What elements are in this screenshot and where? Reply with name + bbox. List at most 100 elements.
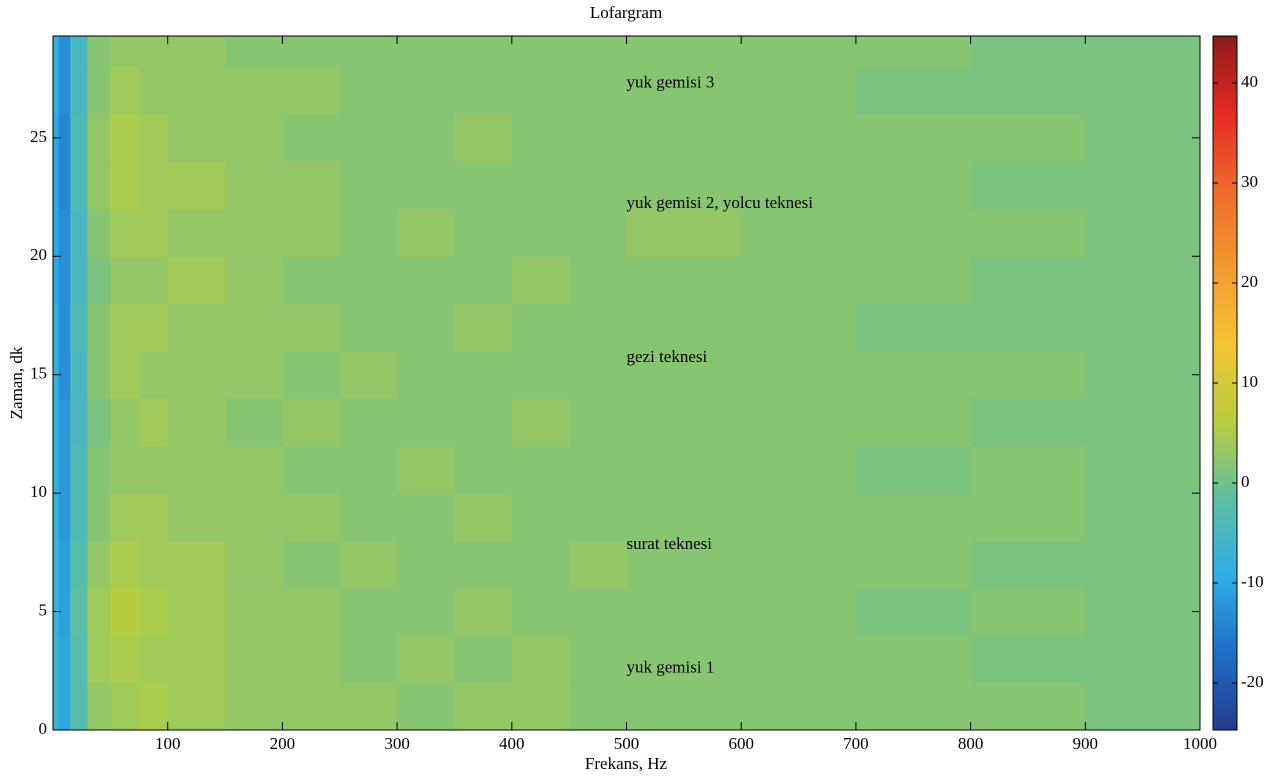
heatmap-cell [454, 398, 513, 447]
heatmap-cell [282, 303, 341, 352]
heatmap-cell [110, 256, 140, 305]
heatmap-cell [139, 398, 169, 447]
heatmap-cell [855, 36, 972, 68]
heatmap-cell [58, 161, 71, 210]
heatmap-cell [855, 303, 972, 352]
heatmap-cell [167, 540, 226, 589]
heatmap-cell [167, 351, 226, 399]
heatmap-cell [855, 208, 972, 257]
heatmap-cell [1085, 587, 1201, 636]
heatmap-cell [855, 114, 972, 163]
heatmap-cell [741, 540, 857, 589]
heatmap-cell [741, 398, 857, 447]
heatmap-cell [167, 114, 226, 163]
heatmap-cell [626, 398, 742, 447]
heatmap-cell [58, 398, 71, 447]
x-tick-label: 500 [614, 734, 640, 753]
colorbar-tick-label: 40 [1241, 72, 1258, 91]
heatmap-cell [741, 351, 857, 399]
heatmap-cell [970, 161, 1086, 210]
heatmap-cell [339, 208, 398, 257]
heatmap-cell [569, 445, 627, 494]
heatmap-cell [626, 351, 742, 399]
heatmap-cell [139, 303, 169, 352]
heatmap-cell [225, 493, 283, 542]
heatmap-cell [58, 587, 71, 636]
heatmap-cell [282, 114, 341, 163]
heatmap-cell [339, 540, 398, 589]
heatmap-cell [282, 36, 341, 68]
heatmap-cell [110, 445, 140, 494]
heatmap-cell [855, 256, 972, 305]
x-tick-label: 100 [155, 734, 181, 753]
heatmap-cell [58, 114, 71, 163]
heatmap-cell [855, 66, 972, 115]
heatmap-cell [339, 303, 398, 352]
heatmap-cell [110, 36, 140, 68]
heatmap-cell [569, 682, 627, 731]
heatmap-cell [53, 398, 60, 447]
heatmap-cell [855, 493, 972, 542]
heatmap-cell [626, 66, 742, 115]
heatmap-cell [855, 682, 972, 731]
heatmap-cell [225, 256, 283, 305]
heatmap-cell [87, 587, 111, 636]
x-tick-label: 300 [384, 734, 410, 753]
heatmap-cell [70, 587, 88, 636]
heatmap-cell [225, 682, 283, 731]
heatmap-cell [139, 445, 169, 494]
heatmap-cell [282, 161, 341, 210]
heatmap-cell [53, 208, 60, 257]
heatmap-cell [1085, 256, 1201, 305]
heatmap-cell [139, 208, 169, 257]
heatmap-cell [569, 635, 627, 684]
heatmap-cell [70, 635, 88, 684]
annotation: surat teknesi [627, 534, 713, 553]
heatmap-cell [70, 351, 88, 399]
heatmap-cell [454, 303, 513, 352]
heatmap-cell [741, 303, 857, 352]
heatmap-cell [167, 398, 226, 447]
heatmap-cell [110, 161, 140, 210]
annotation: gezi teknesi [627, 347, 708, 366]
heatmap-cell [167, 66, 226, 115]
heatmap-cell [110, 398, 140, 447]
heatmap-cell [454, 114, 513, 163]
heatmap-cell [569, 540, 627, 589]
heatmap-cell [970, 682, 1086, 731]
colorbar-tick-label: -20 [1241, 672, 1264, 691]
heatmap-cell [970, 303, 1086, 352]
heatmap-cell [139, 161, 169, 210]
heatmap-cell [110, 208, 140, 257]
heatmap-cell [397, 114, 455, 163]
heatmap-cell [454, 682, 513, 731]
heatmap-cell [58, 66, 71, 115]
heatmap-cell [626, 256, 742, 305]
heatmap-cell [1085, 36, 1201, 68]
heatmap-cell [1085, 161, 1201, 210]
heatmap-cell [70, 161, 88, 210]
heatmap-cell [167, 682, 226, 731]
x-axis-label: Frekans, Hz [585, 754, 668, 773]
heatmap-cell [970, 351, 1086, 399]
heatmap-cell [569, 398, 627, 447]
heatmap-cell [70, 540, 88, 589]
heatmap-cell [855, 445, 972, 494]
heatmap-cell [970, 256, 1086, 305]
heatmap-cell [87, 493, 111, 542]
heatmap-cell [87, 351, 111, 399]
heatmap-cell [282, 493, 341, 542]
heatmap-cell [70, 66, 88, 115]
heatmap-cell [339, 256, 398, 305]
y-tick-label: 10 [30, 482, 47, 501]
heatmap-cell [397, 540, 455, 589]
colorbar-tick-label: 10 [1241, 372, 1258, 391]
heatmap [53, 36, 1201, 731]
heatmap-cell [970, 635, 1086, 684]
heatmap-cell [282, 256, 341, 305]
heatmap-cell [167, 493, 226, 542]
heatmap-cell [53, 540, 60, 589]
heatmap-cell [339, 445, 398, 494]
heatmap-cell [70, 114, 88, 163]
